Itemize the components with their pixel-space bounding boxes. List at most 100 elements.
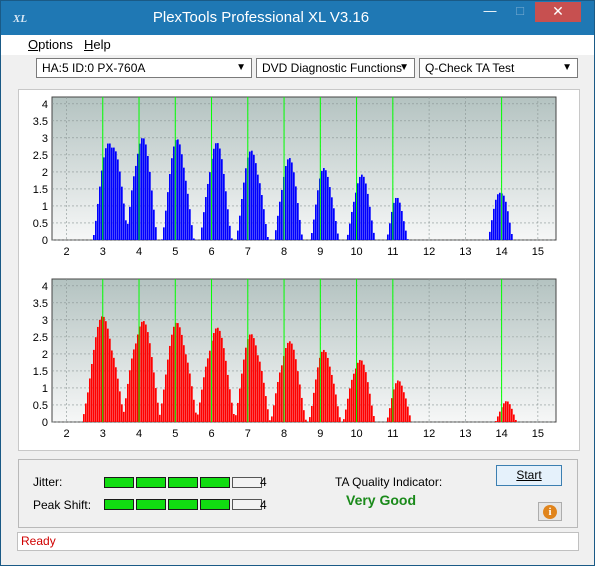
histogram-bar (161, 239, 163, 240)
x-tick-label: 6 (208, 428, 214, 440)
start-button-label: Start (516, 468, 542, 482)
test-select[interactable]: Q-Check TA Test ▼ (419, 58, 578, 78)
histogram-bar (223, 348, 225, 422)
histogram-bar (101, 170, 103, 240)
title-bar[interactable]: XL PlexTools Professional XL V3.16 — □ ✕ (1, 1, 594, 35)
start-button[interactable]: Start (496, 465, 562, 486)
y-tick-label: 2.5 (33, 332, 48, 344)
histogram-bar (251, 150, 253, 240)
x-tick-label: 3 (100, 428, 106, 440)
histogram-bar (245, 347, 247, 422)
histogram-bar (149, 343, 151, 422)
histogram-bar (299, 384, 301, 422)
histogram-bar (157, 402, 159, 422)
function-select[interactable]: DVD Diagnostic Functions ▼ (256, 58, 415, 78)
histogram-bar (97, 203, 99, 240)
histogram-bar (347, 398, 349, 422)
maximize-button[interactable]: □ (516, 3, 524, 18)
histogram-bar (289, 341, 291, 422)
histogram-bar (489, 231, 491, 240)
results-group (18, 459, 578, 528)
minimize-button[interactable]: — (483, 3, 497, 18)
x-tick-label: 10 (350, 246, 362, 258)
histogram-bar (111, 147, 113, 240)
histogram-bar (277, 215, 279, 240)
y-tick-label: 3 (42, 133, 48, 145)
histogram-bar (237, 230, 239, 240)
histogram-bar (357, 362, 359, 422)
ta-quality-label: TA Quality Indicator: (335, 475, 443, 489)
histogram-bar (365, 372, 367, 422)
histogram-bar (333, 383, 335, 422)
histogram-bar (141, 138, 143, 240)
histogram-bar (507, 211, 509, 240)
close-button[interactable]: ✕ (535, 2, 581, 22)
y-tick-label: 2.5 (33, 150, 48, 162)
histogram-bar (193, 399, 195, 422)
histogram-bar (103, 316, 105, 422)
histogram-bar (495, 199, 497, 240)
histogram-bar (491, 220, 493, 240)
histogram-bar (105, 321, 107, 422)
histogram-bar (127, 383, 129, 422)
histogram-bar (327, 357, 329, 422)
x-tick-label: 9 (317, 246, 323, 258)
histogram-bar (139, 143, 141, 240)
histogram-bar (225, 191, 227, 240)
top-chart: 0 0.5 1 1.5 2 2.5 3 3.5 4 2 3 4 5 6 7 8 9 10 11 12 13 14 15 (33, 96, 557, 258)
histogram-bar (249, 151, 251, 240)
histogram-bar (303, 410, 305, 422)
window-title: PlexTools Professional XL V3.16 (152, 9, 370, 26)
peak-shift-meter-segment (136, 499, 166, 510)
histogram-bar (271, 416, 273, 422)
histogram-bar (203, 212, 205, 240)
histogram-bar (145, 324, 147, 422)
histogram-bar (285, 166, 287, 240)
x-tick-label: 12 (423, 428, 435, 440)
histogram-bar (391, 398, 393, 422)
x-tick-label: 13 (459, 428, 471, 440)
histogram-bar (223, 173, 225, 240)
jitter-value: 4 (260, 475, 267, 489)
histogram-bar (149, 171, 151, 240)
histogram-bar (127, 223, 129, 240)
histogram-bar (189, 373, 191, 422)
x-tick-label: 6 (208, 246, 214, 258)
toolbar: HA:5 ID:0 PX-760A ▼ DVD Diagnostic Funct… (1, 55, 594, 86)
histogram-bar (355, 368, 357, 422)
x-tick-label: 7 (245, 246, 251, 258)
plot-area (51, 96, 557, 241)
histogram-bar (511, 234, 513, 240)
histogram-bar (505, 401, 507, 422)
menu-help[interactable]: Help (84, 37, 111, 52)
y-tick-label: 3.5 (33, 116, 48, 128)
histogram-bar (169, 173, 171, 240)
peak-shift-meter (104, 499, 262, 510)
menu-options[interactable]: Options (28, 37, 73, 52)
histogram-bar (405, 398, 407, 422)
histogram-bar (215, 143, 217, 240)
histogram-bar (181, 334, 183, 422)
histogram-bar (313, 392, 315, 422)
histogram-bar (371, 220, 373, 240)
histogram-bar (185, 180, 187, 240)
info-button[interactable]: i (538, 502, 562, 521)
histogram-bar (299, 219, 301, 240)
histogram-bar (115, 151, 117, 240)
histogram-bar (89, 378, 91, 422)
histogram-bar (123, 411, 125, 422)
histogram-bar (153, 209, 155, 240)
histogram-bar (497, 194, 499, 240)
histogram-bar (241, 198, 243, 240)
histogram-bar (493, 208, 495, 240)
jitter-meter-segment (168, 477, 198, 488)
histogram-bar (113, 147, 115, 240)
peak-shift-meter-segment (200, 499, 230, 510)
histogram-bar (315, 204, 317, 240)
histogram-bar (259, 361, 261, 422)
histogram-bar (351, 211, 353, 240)
histogram-bar (199, 402, 201, 422)
drive-select[interactable]: HA:5 ID:0 PX-760A ▼ (36, 58, 252, 78)
histogram-bar (259, 183, 261, 240)
histogram-bar (147, 332, 149, 422)
